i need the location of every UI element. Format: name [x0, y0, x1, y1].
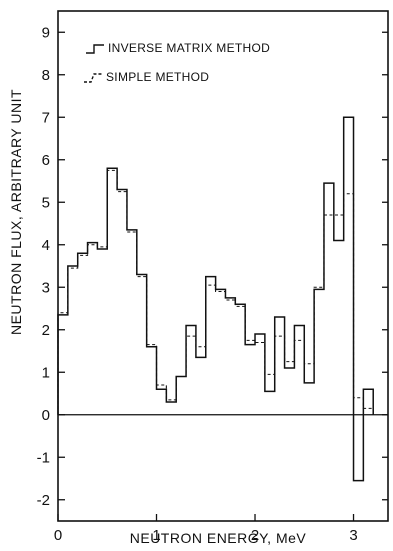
y-tick-label: -2 [37, 492, 50, 509]
y-tick-label: 8 [42, 67, 50, 84]
legend-solid-swatch [86, 44, 104, 54]
series-inverse-matrix-line [57, 116, 374, 482]
legend: INVERSE MATRIX METHOD SIMPLE METHOD [84, 41, 270, 84]
x-tick-label: 0 [54, 527, 62, 544]
y-tick-label: 9 [42, 24, 50, 41]
x-tick-label: 1 [152, 527, 160, 544]
x-tick-label: 3 [349, 527, 357, 544]
y-axis-ticks: -2 -1 0 1 2 3 4 5 6 7 8 9 [37, 24, 388, 509]
y-tick-label: 6 [42, 152, 50, 169]
y-tick-label: 7 [42, 109, 50, 126]
series-layer [57, 116, 374, 482]
y-tick-label: -1 [37, 449, 50, 466]
x-tick-label: 2 [251, 527, 259, 544]
x-axis-ticks: 0 1 2 3 [54, 514, 358, 544]
y-axis-title: NEUTRON FLUX, ARBITRARY UNIT [8, 89, 24, 335]
y-tick-label: 4 [42, 237, 50, 254]
y-tick-label: 2 [42, 322, 50, 339]
y-tick-label: 0 [42, 407, 50, 424]
x-axis-title: NEUTRON ENERGY, MeV [130, 530, 307, 546]
y-tick-label: 1 [42, 364, 50, 381]
plot-frame [57, 10, 389, 522]
y-tick-label: 3 [42, 279, 50, 296]
series-simple-method-line [57, 169, 374, 415]
y-tick-label: 5 [42, 194, 50, 211]
legend-entry-inverse-matrix: INVERSE MATRIX METHOD [108, 41, 270, 55]
legend-dashed-swatch [84, 73, 103, 83]
legend-entry-simple-method: SIMPLE METHOD [106, 70, 209, 84]
